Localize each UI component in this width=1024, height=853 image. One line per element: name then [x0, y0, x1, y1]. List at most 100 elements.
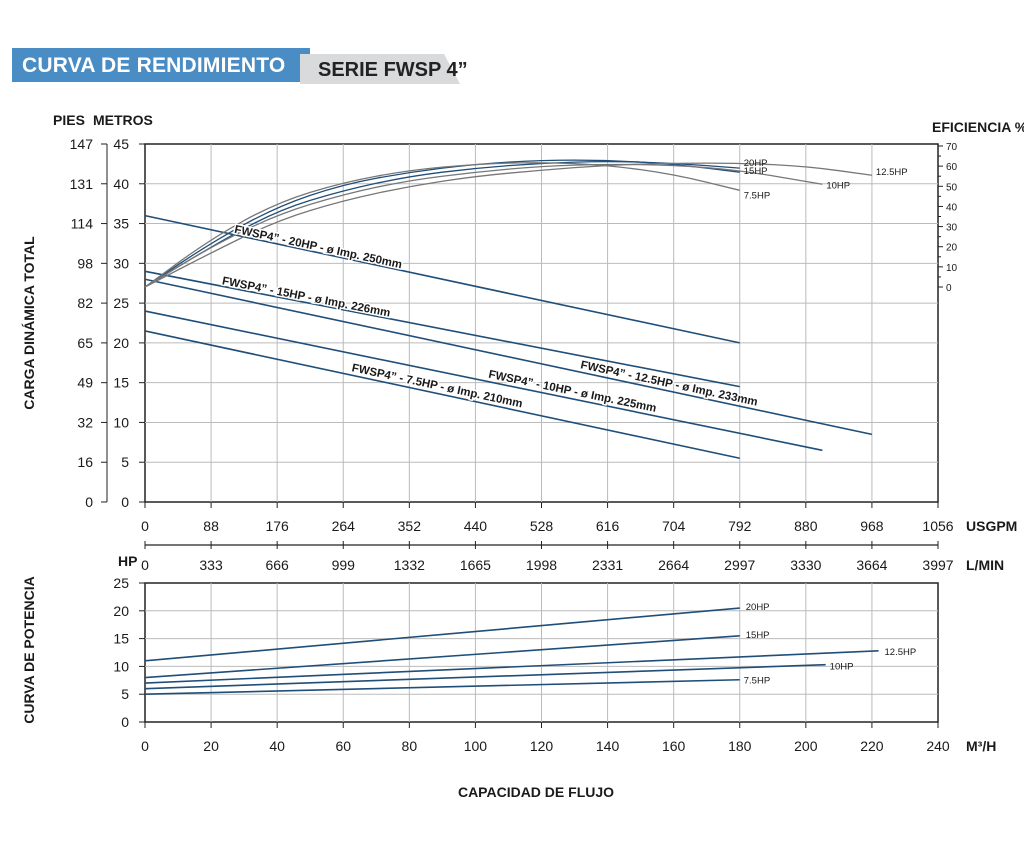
- m3h-tick-label: 20: [203, 738, 219, 754]
- efficiency-curve: [144, 163, 823, 288]
- lmin-tick-label: 3997: [922, 557, 953, 573]
- page-title: CURVA DE RENDIMIENTO: [22, 54, 286, 77]
- m3h-tick-label: 140: [596, 738, 620, 754]
- head-y-axis-label: CARGA DINÁMICA TOTAL: [21, 236, 37, 410]
- efficiency-curve: [144, 160, 740, 288]
- pies-tick-label: 114: [71, 216, 94, 232]
- usgpm-tick-label: 264: [332, 518, 356, 534]
- lmin-tick-label: 2997: [724, 557, 755, 573]
- usgpm-tick-label: 0: [141, 518, 149, 534]
- power-curve-label: 7.5HP: [744, 676, 770, 687]
- usgpm-tick-label: 880: [794, 518, 818, 534]
- head-curve: [144, 270, 740, 388]
- header-title-band: [12, 48, 310, 82]
- head-curve: [144, 330, 740, 460]
- usgpm-tick-label: 616: [596, 518, 620, 534]
- power-tick-label: 0: [121, 714, 129, 730]
- power-curve: [144, 635, 740, 679]
- power-curve: [144, 678, 740, 695]
- pies-tick-label: 0: [85, 494, 93, 510]
- power-chart-grid: [139, 582, 939, 728]
- lmin-tick-label: 666: [265, 557, 289, 573]
- efficiency-curve: [144, 162, 873, 288]
- pies-tick-label: 16: [77, 454, 93, 470]
- head-curve-label: FWSP4” - 20HP - ø Imp. 250mm: [233, 224, 403, 272]
- head-axis-unit-title: PIES: [53, 112, 85, 128]
- efficiency-curve-label: 15HP: [744, 166, 768, 177]
- lmin-tick-label: 3664: [856, 557, 887, 573]
- pies-tick-label: 98: [77, 255, 93, 271]
- head-axis-unit-title: METROS: [93, 112, 153, 128]
- series-title: SERIE FWSP 4”: [318, 59, 468, 81]
- metros-tick-label: 25: [113, 295, 129, 311]
- lmin-tick-label: 999: [332, 557, 356, 573]
- lmin-tick-label: 0: [141, 557, 149, 573]
- efficiency-curve-label: 12.5HP: [876, 167, 908, 178]
- usgpm-tick-label: 88: [203, 518, 219, 534]
- power-tick-label: 20: [113, 603, 129, 619]
- lmin-tick-label: 1998: [526, 557, 557, 573]
- power-y-axis-label: CURVA DE POTENCIA: [21, 576, 37, 724]
- head-curve: [144, 278, 873, 436]
- m3h-axis-label: M³/H: [966, 738, 996, 754]
- metros-tick-label: 20: [113, 335, 129, 351]
- power-axis-unit-title: HP: [118, 553, 137, 569]
- lmin-tick-label: 1665: [460, 557, 491, 573]
- usgpm-tick-label: 352: [398, 518, 422, 534]
- power-curve-label: 12.5HP: [885, 647, 917, 658]
- efficiency-curve-label: 7.5HP: [744, 190, 770, 201]
- head-chart-grid: [101, 143, 943, 549]
- power-curve-label: 20HP: [746, 602, 770, 613]
- pies-tick-label: 49: [77, 375, 93, 391]
- efficiency-tick-label: 50: [946, 182, 958, 193]
- m3h-tick-label: 160: [662, 738, 686, 754]
- efficiency-tick-label: 40: [946, 202, 958, 213]
- pies-tick-label: 32: [77, 414, 93, 430]
- pies-tick-label: 82: [77, 295, 93, 311]
- efficiency-curve: [144, 162, 740, 288]
- power-tick-label: 10: [113, 658, 129, 674]
- efficiency-tick-label: 70: [946, 142, 958, 153]
- metros-tick-label: 45: [113, 136, 129, 152]
- m3h-tick-label: 40: [269, 738, 285, 754]
- metros-tick-label: 0: [121, 494, 129, 510]
- lmin-tick-label: 2331: [592, 557, 623, 573]
- m3h-tick-label: 100: [464, 738, 488, 754]
- efficiency-axis-title: EFICIENCIA %: [932, 119, 1024, 135]
- efficiency-tick-label: 30: [946, 223, 958, 234]
- header-series-band: [300, 54, 460, 84]
- efficiency-tick-label: 10: [946, 263, 958, 274]
- metros-tick-label: 5: [121, 454, 129, 470]
- power-curve-label: 15HP: [746, 630, 770, 641]
- efficiency-tick-label: 60: [946, 162, 958, 173]
- power-curve: [144, 650, 879, 684]
- metros-tick-label: 10: [113, 414, 129, 430]
- metros-tick-label: 30: [113, 255, 129, 271]
- usgpm-tick-label: 704: [662, 518, 686, 534]
- power-tick-label: 5: [121, 686, 129, 702]
- power-curve-label: 10HP: [830, 662, 854, 673]
- pies-tick-label: 131: [70, 176, 94, 192]
- efficiency-curve-label: 20HP: [744, 158, 768, 169]
- power-curve: [144, 607, 740, 662]
- usgpm-tick-label: 1056: [922, 518, 953, 534]
- metros-tick-label: 35: [113, 216, 129, 232]
- power-tick-label: 15: [113, 631, 129, 647]
- lmin-tick-label: 1332: [394, 557, 425, 573]
- usgpm-axis-label: USGPM: [966, 518, 1017, 534]
- pies-tick-label: 147: [70, 136, 94, 152]
- m3h-tick-label: 180: [728, 738, 752, 754]
- efficiency-tick-label: 0: [946, 283, 952, 294]
- power-curve: [144, 663, 826, 690]
- chart-text: 0051610321549206525823098351144013145147…: [21, 112, 1024, 800]
- m3h-tick-label: 0: [141, 738, 149, 754]
- lmin-axis-label: L/MIN: [966, 557, 1004, 573]
- m3h-tick-label: 120: [530, 738, 554, 754]
- pies-tick-label: 65: [77, 335, 93, 351]
- usgpm-tick-label: 528: [530, 518, 554, 534]
- m3h-tick-label: 60: [335, 738, 351, 754]
- m3h-tick-label: 220: [860, 738, 884, 754]
- lmin-tick-label: 333: [199, 557, 223, 573]
- head-curve: [144, 310, 823, 452]
